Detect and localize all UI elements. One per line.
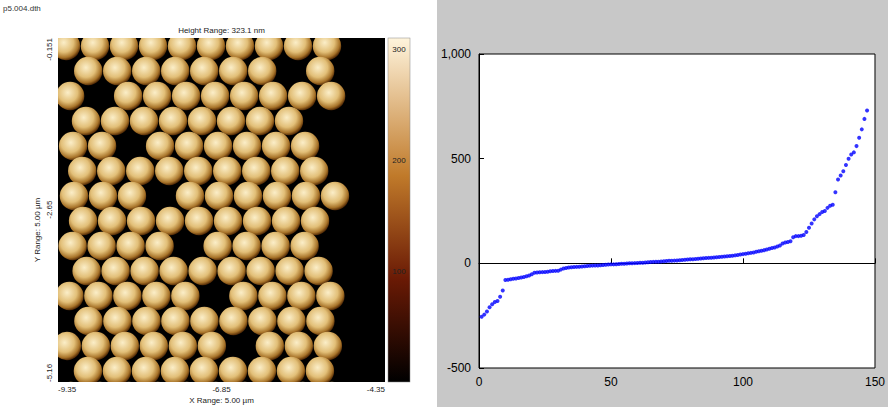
svg-text:p5.004.dth: p5.004.dth <box>3 4 41 13</box>
svg-text:Y Range: 5.00 µm: Y Range: 5.00 µm <box>33 197 42 262</box>
svg-text:100: 100 <box>392 267 406 276</box>
svg-text:300: 300 <box>392 45 406 54</box>
svg-text:Height Range: 323.1 nm: Height Range: 323.1 nm <box>178 26 265 35</box>
svg-text:50: 50 <box>604 375 618 389</box>
svg-text:-500: -500 <box>447 361 471 375</box>
svg-text:0: 0 <box>464 256 471 270</box>
svg-text:200: 200 <box>392 156 406 165</box>
svg-text:-0.151: -0.151 <box>45 37 54 60</box>
svg-text:-2.65: -2.65 <box>45 200 54 219</box>
svg-text:-6.85: -6.85 <box>212 385 231 394</box>
svg-text:X Range: 5.00 µm: X Range: 5.00 µm <box>189 396 254 405</box>
svg-text:1,000: 1,000 <box>441 47 471 61</box>
svg-text:-9.35: -9.35 <box>58 385 77 394</box>
svg-text:-5.16: -5.16 <box>45 363 54 382</box>
svg-text:500: 500 <box>451 152 471 166</box>
svg-text:100: 100 <box>733 375 753 389</box>
svg-text:0: 0 <box>476 375 483 389</box>
svg-text:-4.35: -4.35 <box>367 385 386 394</box>
svg-text:150: 150 <box>865 375 885 389</box>
